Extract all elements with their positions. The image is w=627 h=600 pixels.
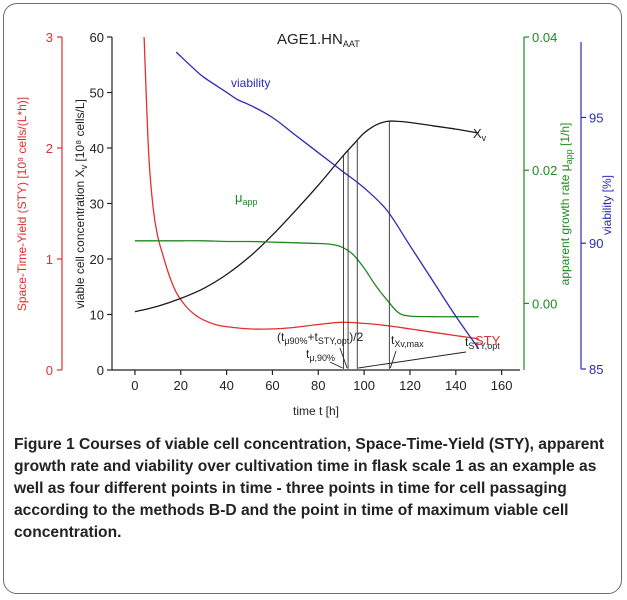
sty-series-line: [143, 37, 479, 340]
time-tick-label: 20: [174, 378, 188, 393]
time-tick-label: 80: [311, 378, 325, 393]
viability-tick-label: 90: [589, 236, 603, 251]
marker-label-sty-opt: tSTY,opt: [465, 335, 500, 351]
xv-axis-label: viable cell concentration Xv [10⁸ cells/…: [73, 99, 89, 309]
time-axis-label: time t [h]: [293, 404, 339, 418]
figure-frame: [3, 3, 622, 594]
time-tick-label: 160: [491, 378, 513, 393]
caption-text: Courses of viable cell concentration, Sp…: [14, 436, 605, 541]
time-tick-label: 0: [131, 378, 138, 393]
marker-pointer-sty-opt: [358, 351, 467, 369]
marker-pointer-average: [339, 347, 348, 369]
xv-tick-label: 10: [90, 308, 104, 323]
labels-layer: tSTY,opt tXv,max (tμ90%+tSTY,opt)/2tμ,90% v…: [231, 31, 501, 369]
mu-tick-label: 0.04: [532, 30, 557, 45]
mu-series-line: [134, 240, 479, 318]
time-tick-label: 40: [219, 378, 233, 393]
sty-axis-label: Space-Time-Yield (STY) [10⁸ cells/(L*h)]: [15, 97, 29, 311]
xv-tick-label: 0: [97, 363, 104, 378]
viability-tick-label: 85: [589, 362, 603, 377]
markers-layer: [343, 121, 390, 369]
chart: 0 1 2 3 Space-Time-Yield (STY) [10⁸ cells/(L…: [15, 30, 614, 418]
xv-tick-label: 50: [90, 86, 104, 101]
xv-tick-label: 60: [90, 30, 104, 45]
viability-tick-label: 95: [589, 110, 603, 125]
mu-axis-label: apparent growth rate μapp [1/h]: [558, 123, 574, 286]
marker-pointer-mu90: [329, 361, 343, 369]
marker-label-average: (tμ90%+tSTY,opt)/2: [277, 330, 364, 346]
mu-tick-label: 0.02: [532, 163, 557, 178]
time-tick-label: 140: [445, 378, 467, 393]
mu-tick-label: 0.00: [532, 296, 557, 311]
sty-tick-label: 0: [46, 363, 53, 378]
marker-pointer-xv-max: [389, 350, 397, 369]
viability-series-line: [175, 51, 480, 350]
mu-series-label: μapp: [235, 190, 258, 207]
lines-layer: [134, 37, 480, 350]
viability-series-label: viability: [231, 76, 270, 90]
sty-tick-label: 3: [46, 30, 53, 45]
xv-series-label: Xv: [473, 126, 487, 143]
sty-series-label: STY: [475, 333, 501, 348]
viability-axis-label: viability [%]: [600, 175, 614, 235]
chart-title: AGE1.HNAAT: [277, 31, 360, 49]
xv-tick-label: 20: [90, 252, 104, 267]
figure-caption: Figure 1 Courses of viable cell concentr…: [14, 434, 614, 544]
time-tick-label: 60: [265, 378, 279, 393]
time-tick-label: 120: [399, 378, 421, 393]
sty-tick-label: 2: [46, 141, 53, 156]
xv-tick-label: 40: [90, 141, 104, 156]
sty-tick-label: 1: [46, 252, 53, 267]
axes-layer: 0 1 2 3 Space-Time-Yield (STY) [10⁸ cells/(L…: [15, 30, 614, 418]
marker-label-mu90: tμ,90%: [306, 347, 335, 363]
xv-series-line: [134, 120, 479, 313]
caption-label: Figure 1: [14, 436, 75, 453]
time-tick-label: 100: [353, 378, 375, 393]
xv-tick-label: 30: [90, 197, 104, 212]
marker-label-xv-max: tXv,max: [391, 333, 424, 349]
